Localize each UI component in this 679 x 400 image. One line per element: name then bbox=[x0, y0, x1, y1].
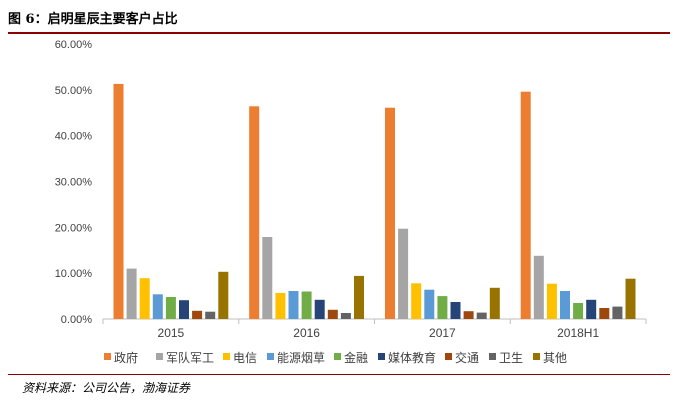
y-axis: 0.00% 10.00% 20.00% 30.00% 40.00% 50.00% 60.00… bbox=[55, 39, 93, 326]
y-tick-label: 20.00% bbox=[55, 222, 93, 234]
bar bbox=[314, 299, 325, 320]
legend-swatch bbox=[334, 353, 341, 360]
legend-label: 电信 bbox=[233, 351, 257, 365]
bar bbox=[327, 309, 338, 319]
legend-label: 交通 bbox=[455, 350, 479, 365]
bar bbox=[463, 311, 474, 319]
x-category-label: 2018H1 bbox=[557, 326, 599, 340]
x-category-label: 2017 bbox=[429, 326, 456, 340]
y-tick-label: 60.00% bbox=[55, 39, 93, 51]
bar bbox=[113, 83, 124, 320]
y-tick-label: 0.00% bbox=[61, 314, 92, 326]
bar bbox=[192, 310, 203, 320]
bar bbox=[612, 306, 623, 319]
figure-title: 图 6：启明星辰主要客户占比 bbox=[8, 12, 178, 27]
legend-label: 能源烟草 bbox=[277, 351, 325, 365]
y-tick-label: 10.00% bbox=[55, 268, 93, 280]
bar bbox=[385, 107, 395, 319]
bar bbox=[546, 283, 557, 319]
legend-label: 其他 bbox=[543, 351, 567, 365]
legend-swatch bbox=[104, 353, 111, 360]
bar bbox=[249, 106, 260, 319]
bar bbox=[625, 278, 636, 319]
bar bbox=[179, 300, 189, 319]
bar bbox=[533, 255, 544, 320]
legend-swatch bbox=[445, 353, 452, 360]
bar bbox=[205, 311, 216, 319]
legend-label: 卫生 bbox=[499, 351, 523, 365]
legend-swatch bbox=[267, 353, 274, 360]
legend-swatch bbox=[378, 353, 385, 360]
bar bbox=[476, 312, 487, 319]
legend-label: 政府 bbox=[114, 350, 138, 365]
x-axis: 2015 2016 2017 2018H1 bbox=[102, 318, 647, 340]
legend-label: 金融 bbox=[344, 350, 368, 365]
bar bbox=[126, 268, 137, 319]
y-tick-label: 50.00% bbox=[55, 85, 93, 97]
bar bbox=[354, 275, 364, 319]
bar bbox=[450, 302, 461, 319]
bar bbox=[573, 303, 584, 319]
legend-swatch bbox=[223, 353, 230, 360]
legend: 政府 军队军工 电信 能源烟草 金融 媒体教育 交通 卫生 其他 bbox=[104, 350, 567, 365]
y-tick-label: 40.00% bbox=[55, 131, 93, 143]
bar bbox=[262, 237, 273, 319]
bar bbox=[398, 228, 409, 319]
bar bbox=[599, 308, 610, 319]
footer-rule bbox=[8, 374, 670, 375]
bar bbox=[411, 283, 422, 320]
legend-swatch bbox=[489, 353, 496, 360]
bar-groups bbox=[113, 83, 636, 320]
bar bbox=[301, 291, 312, 319]
legend-label: 媒体教育 bbox=[388, 350, 436, 365]
bar bbox=[560, 291, 570, 319]
bar bbox=[340, 313, 351, 319]
bar bbox=[288, 291, 299, 319]
source-note: 资料来源：公司公告，渤海证券 bbox=[22, 381, 191, 395]
y-tick-label: 30.00% bbox=[55, 177, 93, 189]
bar bbox=[218, 271, 229, 319]
legend-swatch bbox=[533, 353, 540, 360]
bar bbox=[437, 296, 448, 319]
legend-swatch bbox=[156, 353, 163, 360]
title-rule bbox=[8, 32, 670, 34]
bar bbox=[489, 287, 500, 319]
bar bbox=[586, 299, 597, 320]
bar bbox=[165, 297, 176, 319]
x-category-label: 2016 bbox=[293, 326, 320, 340]
bar bbox=[139, 278, 150, 319]
bar bbox=[520, 91, 531, 319]
bar bbox=[424, 289, 435, 319]
bar bbox=[152, 294, 163, 320]
bar bbox=[275, 292, 286, 319]
legend-label: 军队军工 bbox=[166, 350, 214, 365]
x-category-label: 2015 bbox=[158, 326, 185, 340]
